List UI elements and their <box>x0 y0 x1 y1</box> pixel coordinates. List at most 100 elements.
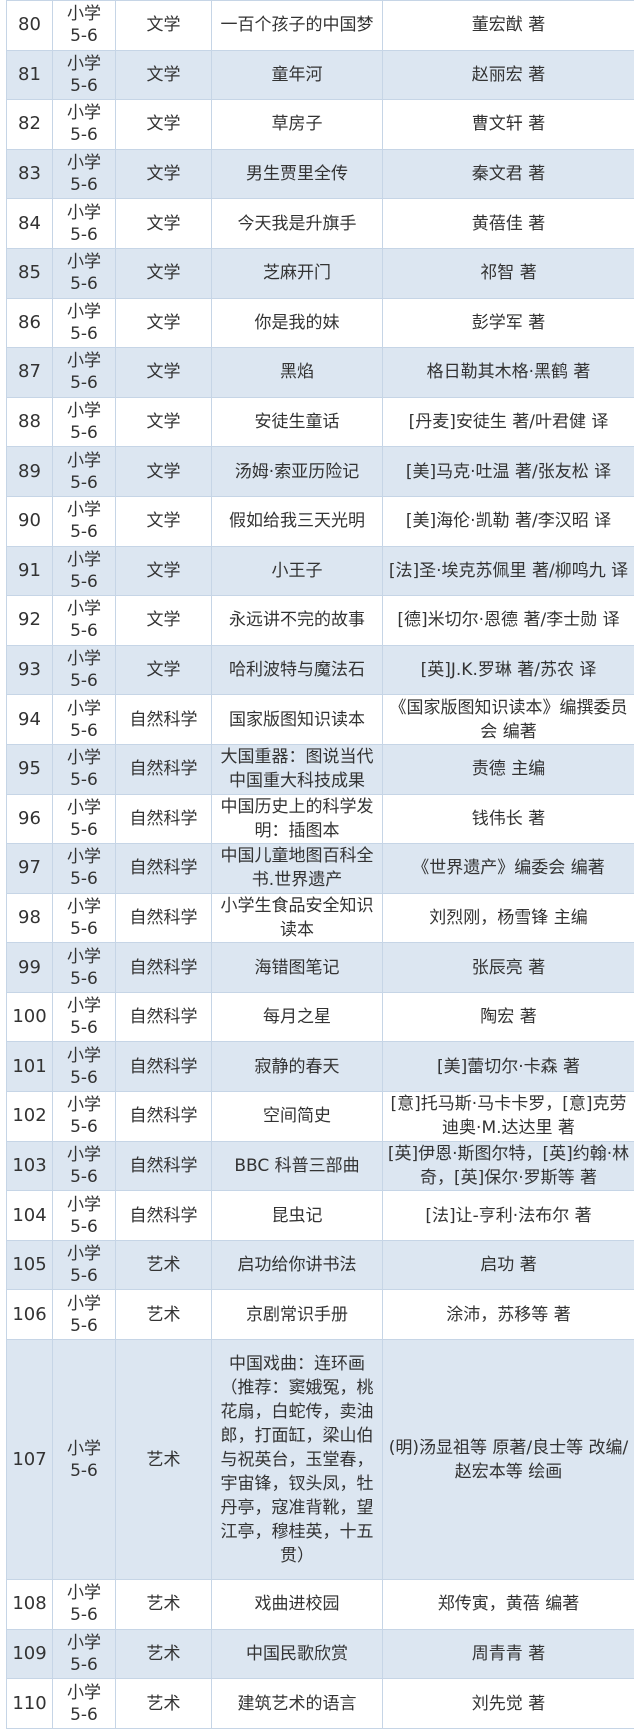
book-author: [美]马克·吐温 著/张友松 译 <box>382 446 635 497</box>
category-cell: 文学 <box>115 545 212 597</box>
category-cell: 文学 <box>115 247 212 299</box>
grade-cell: 小学 5-6 <box>52 247 116 299</box>
table-row: 82 小学 5-6 文学 草房子 曹文轩 著 <box>6 99 635 150</box>
table-row: 81 小学 5-6 文学 童年河 赵丽宏 著 <box>6 49 635 101</box>
book-title: 中国戏曲：连环画 （推荐：窦娥冤，桃 花扇，白蛇传，卖油 郎，打面缸，梁山伯 与… <box>211 1339 383 1581</box>
table-row: 98 小学 5-6 自然科学 小学生食品安全知识读本 刘烈刚，杨雪锋 主编 <box>6 892 635 944</box>
book-title: 京剧常识手册 <box>211 1289 383 1341</box>
table-row: 94 小学 5-6 自然科学 国家版图知识读本 《国家版图知识读本》编撰委员会 编著 <box>6 694 635 745</box>
book-author: 责德 主编 <box>382 743 635 795</box>
book-number: 89 <box>6 446 53 497</box>
book-number: 80 <box>6 0 53 51</box>
category-cell: 自然科学 <box>115 892 212 944</box>
book-author: 董宏猷 著 <box>382 0 635 51</box>
book-title: 男生贾里全传 <box>211 148 383 200</box>
table-row: 95 小学 5-6 自然科学 大国重器：图说当代中国重大科技成果 责德 主编 <box>6 743 635 795</box>
book-title: 每月之星 <box>211 991 383 1043</box>
book-title: 海错图笔记 <box>211 942 383 993</box>
category-cell: 文学 <box>115 446 212 497</box>
page-margin <box>634 0 641 1735</box>
book-number: 109 <box>6 1628 53 1680</box>
book-number: 107 <box>6 1339 53 1581</box>
book-title: 草房子 <box>211 99 383 150</box>
table-row: 91 小学 5-6 文学 小王子 [法]圣·埃克苏佩里 著/柳鸣九 译 <box>6 545 635 597</box>
book-title: 中国民歌欣赏 <box>211 1628 383 1680</box>
book-title: 启功给你讲书法 <box>211 1239 383 1291</box>
grade-cell: 小学 5-6 <box>52 1239 116 1291</box>
table-row: 110 小学 5-6 艺术 建筑艺术的语言 刘先觉 著 <box>6 1678 635 1729</box>
table-row: 108 小学 5-6 艺术 戏曲进校园 郑传寅，黄蓓 编著 <box>6 1579 635 1630</box>
book-number: 85 <box>6 247 53 299</box>
grade-cell: 小学 5-6 <box>52 446 116 497</box>
table-row: 90 小学 5-6 文学 假如给我三天光明 [美]海伦·凯勒 著/李汉昭 译 <box>6 495 635 547</box>
book-author: 《国家版图知识读本》编撰委员会 编著 <box>382 694 635 745</box>
category-cell: 艺术 <box>115 1678 212 1729</box>
book-author: 赵丽宏 著 <box>382 49 635 101</box>
book-author: 彭学军 著 <box>382 297 635 349</box>
book-author: 曹文轩 著 <box>382 99 635 150</box>
book-author: 陶宏 著 <box>382 991 635 1043</box>
book-author: 《世界遗产》编委会 编著 <box>382 843 635 894</box>
book-number: 95 <box>6 743 53 795</box>
book-number: 110 <box>6 1678 53 1729</box>
book-number: 91 <box>6 545 53 597</box>
book-number: 82 <box>6 99 53 150</box>
book-author: [意]托马斯·马卡卡罗，[意]克劳迪奥·M.达达里 著 <box>382 1091 635 1142</box>
grade-cell: 小学 5-6 <box>52 297 116 349</box>
grade-cell: 小学 5-6 <box>52 0 116 51</box>
category-cell: 文学 <box>115 644 212 696</box>
category-cell: 自然科学 <box>115 1091 212 1142</box>
grade-cell: 小学 5-6 <box>52 148 116 200</box>
grade-cell: 小学 5-6 <box>52 595 116 646</box>
book-author: 钱伟长 著 <box>382 793 635 845</box>
book-number: 86 <box>6 297 53 349</box>
book-author: 黄蓓佳 著 <box>382 198 635 249</box>
book-author: 刘先觉 著 <box>382 1678 635 1729</box>
book-number: 108 <box>6 1579 53 1630</box>
grade-cell: 小学 5-6 <box>52 644 116 696</box>
book-title: 汤姆·索亚历险记 <box>211 446 383 497</box>
table-row: 85 小学 5-6 文学 芝麻开门 祁智 著 <box>6 247 635 299</box>
category-cell: 文学 <box>115 49 212 101</box>
table-row: 102 小学 5-6 自然科学 空间简史 [意]托马斯·马卡卡罗，[意]克劳迪奥·M.达… <box>6 1091 635 1142</box>
grade-cell: 小学 5-6 <box>52 793 116 845</box>
category-cell: 文学 <box>115 297 212 349</box>
book-author: [德]米切尔·恩德 著/李士勋 译 <box>382 595 635 646</box>
category-cell: 自然科学 <box>115 1041 212 1093</box>
book-author: [法]让-亨利·法布尔 著 <box>382 1190 635 1241</box>
book-title: 中国历史上的科学发明：插图本 <box>211 793 383 845</box>
book-title: 中国儿童地图百科全书.世界遗产 <box>211 843 383 894</box>
table-row: 92 小学 5-6 文学 永远讲不完的故事 [德]米切尔·恩德 著/李士勋 译 <box>6 595 635 646</box>
book-number: 87 <box>6 347 53 398</box>
grade-cell: 小学 5-6 <box>52 1289 116 1341</box>
book-title: 今天我是升旗手 <box>211 198 383 249</box>
category-cell: 文学 <box>115 495 212 547</box>
book-number: 98 <box>6 892 53 944</box>
grade-cell: 小学 5-6 <box>52 1091 116 1142</box>
book-list-body: 80 小学 5-6 文学 一百个孩子的中国梦 董宏猷 著 81 小学 5-6 文学 童年河 赵丽宏… <box>6 0 635 1729</box>
category-cell: 文学 <box>115 99 212 150</box>
table-row: 86 小学 5-6 文学 你是我的妹 彭学军 著 <box>6 297 635 349</box>
table-row: 80 小学 5-6 文学 一百个孩子的中国梦 董宏猷 著 <box>6 0 635 51</box>
category-cell: 自然科学 <box>115 843 212 894</box>
book-number: 96 <box>6 793 53 845</box>
grade-cell: 小学 5-6 <box>52 892 116 944</box>
book-author: 祁智 著 <box>382 247 635 299</box>
book-author: (明)汤显祖等 原著/良士等 改编/赵宏本等 绘画 <box>382 1339 635 1581</box>
category-cell: 自然科学 <box>115 991 212 1043</box>
category-cell: 自然科学 <box>115 942 212 993</box>
grade-cell: 小学 5-6 <box>52 99 116 150</box>
category-cell: 艺术 <box>115 1289 212 1341</box>
grade-cell: 小学 5-6 <box>52 1579 116 1630</box>
category-cell: 艺术 <box>115 1339 212 1581</box>
book-number: 83 <box>6 148 53 200</box>
book-author: 格日勒其木格·黑鹤 著 <box>382 347 635 398</box>
book-author: 涂沛，苏移等 著 <box>382 1289 635 1341</box>
book-title: 哈利波特与魔法石 <box>211 644 383 696</box>
book-author: [英]J.K.罗琳 著/苏农 译 <box>382 644 635 696</box>
grade-cell: 小学 5-6 <box>52 1140 116 1192</box>
book-number: 102 <box>6 1091 53 1142</box>
book-author: [丹麦]安徒生 著/叶君健 译 <box>382 396 635 448</box>
category-cell: 自然科学 <box>115 793 212 845</box>
book-title: 假如给我三天光明 <box>211 495 383 547</box>
